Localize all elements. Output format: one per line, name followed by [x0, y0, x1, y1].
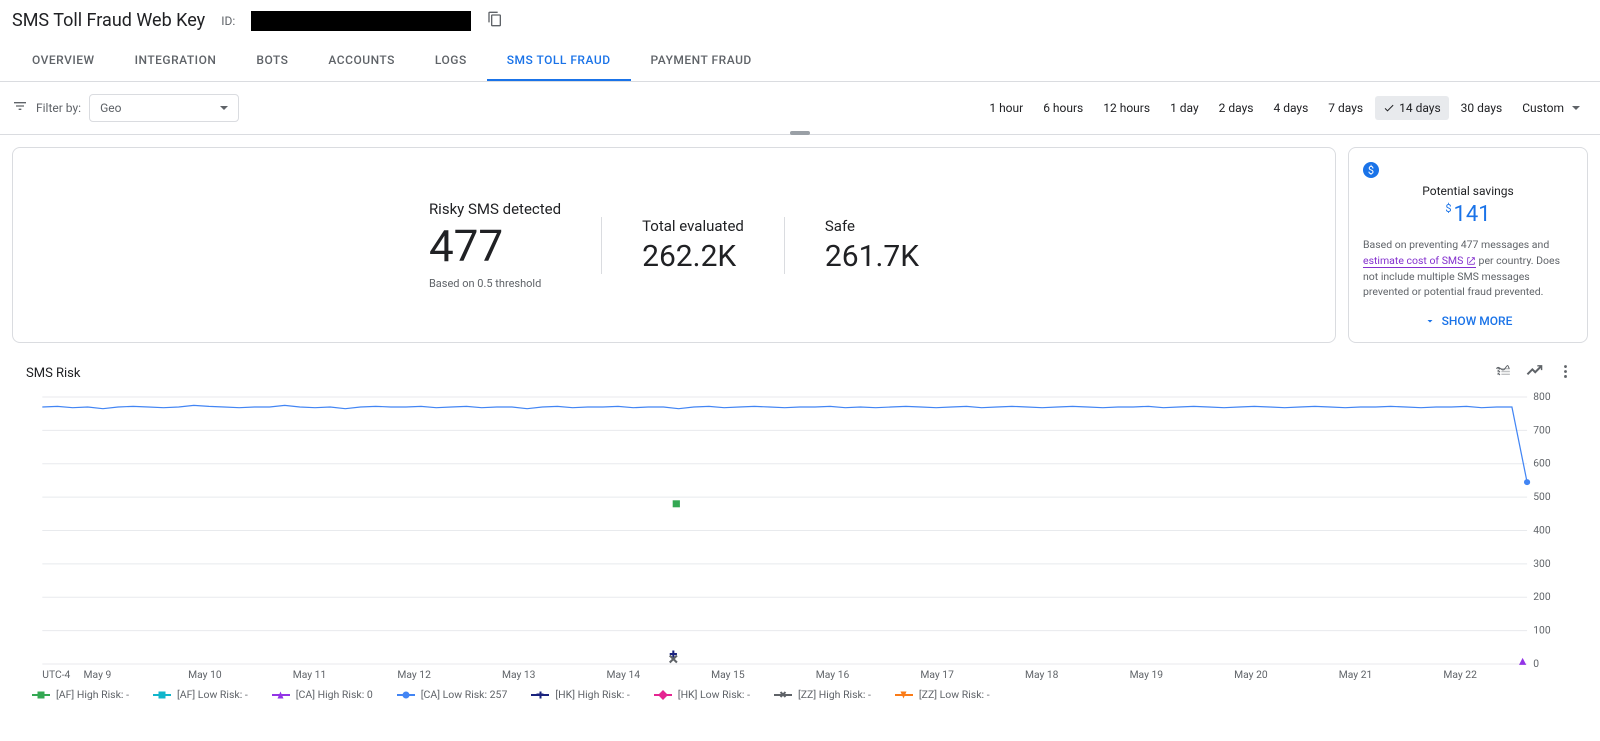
safe-value: 261.7K — [825, 239, 919, 274]
total-value: 262.2K — [642, 239, 744, 274]
svg-text:May 21: May 21 — [1339, 670, 1373, 681]
legend-item[interactable]: [ZZ] High Risk: - — [774, 688, 871, 701]
time-range-2-days[interactable]: 2 days — [1211, 96, 1262, 120]
svg-text:500: 500 — [1533, 492, 1551, 503]
svg-text:May 13: May 13 — [502, 670, 536, 681]
risky-value: 477 — [429, 222, 561, 270]
tab-accounts[interactable]: ACCOUNTS — [308, 41, 415, 81]
more-icon[interactable] — [1557, 363, 1574, 384]
svg-text:0: 0 — [1533, 659, 1539, 670]
time-range-12-hours[interactable]: 12 hours — [1095, 96, 1158, 120]
resize-handle[interactable] — [790, 131, 810, 135]
estimate-cost-link[interactable]: estimate cost of SMS — [1363, 254, 1476, 268]
tabs: OVERVIEWINTEGRATIONBOTSACCOUNTSLOGSSMS T… — [0, 41, 1600, 82]
page-header: SMS Toll Fraud Web Key ID: — [0, 0, 1600, 41]
tab-logs[interactable]: LOGS — [415, 41, 487, 81]
legend-toggle-icon[interactable] — [1495, 363, 1512, 384]
svg-text:May 17: May 17 — [920, 670, 954, 681]
legend-item[interactable]: [CA] Low Risk: 257 — [397, 688, 508, 701]
time-range-custom[interactable]: Custom — [1514, 96, 1588, 120]
legend-item[interactable]: [AF] High Risk: - — [32, 688, 129, 701]
metrics-card: Risky SMS detected 477 Based on 0.5 thre… — [12, 147, 1336, 343]
page-title: SMS Toll Fraud Web Key — [12, 10, 205, 31]
svg-text:700: 700 — [1533, 425, 1551, 436]
total-label: Total evaluated — [642, 217, 744, 235]
svg-text:May 16: May 16 — [816, 670, 850, 681]
safe-label: Safe — [825, 217, 919, 235]
svg-text:800: 800 — [1533, 392, 1551, 403]
svg-text:100: 100 — [1533, 626, 1551, 637]
svg-text:300: 300 — [1533, 559, 1551, 570]
time-range-1-hour[interactable]: 1 hour — [981, 96, 1031, 120]
legend-item[interactable]: [HK] High Risk: - — [531, 688, 629, 701]
svg-text:May 12: May 12 — [397, 670, 431, 681]
show-more-button[interactable]: SHOW MORE — [1363, 314, 1573, 328]
svg-text:May 14: May 14 — [607, 670, 641, 681]
time-range-7-days[interactable]: 7 days — [1320, 96, 1371, 120]
time-range-14-days[interactable]: 14 days — [1375, 96, 1449, 120]
id-value-redacted — [251, 11, 471, 31]
tab-integration[interactable]: INTEGRATION — [115, 41, 237, 81]
tab-sms-toll-fraud[interactable]: SMS TOLL FRAUD — [487, 41, 631, 81]
chart-body: 0 100 200 300 400 500 600 700 800 UTC-4 May 9 May 1… — [12, 392, 1588, 682]
chart-legend: [AF] High Risk: - [AF] Low Risk: - [CA] … — [12, 682, 1588, 707]
risky-note: Based on 0.5 threshold — [429, 277, 561, 290]
copy-icon[interactable] — [487, 11, 503, 31]
legend-item[interactable]: [AF] Low Risk: - — [153, 688, 248, 701]
svg-text:May 10: May 10 — [188, 670, 222, 681]
time-range-6-hours[interactable]: 6 hours — [1035, 96, 1091, 120]
svg-text:May 11: May 11 — [293, 670, 327, 681]
legend-item[interactable]: [HK] Low Risk: - — [654, 688, 750, 701]
svg-text:600: 600 — [1533, 459, 1551, 470]
savings-title: Potential savings — [1363, 184, 1573, 198]
savings-card: $ Potential savings $141 Based on preven… — [1348, 147, 1588, 343]
savings-description: Based on preventing 477 messages and est… — [1363, 237, 1573, 300]
chart-title: SMS Risk — [26, 366, 80, 381]
tab-bots[interactable]: BOTS — [236, 41, 308, 81]
svg-text:May 20: May 20 — [1234, 670, 1268, 681]
svg-text:May 18: May 18 — [1025, 670, 1059, 681]
tab-overview[interactable]: OVERVIEW — [12, 41, 115, 81]
legend-item[interactable]: [ZZ] Low Risk: - — [895, 688, 990, 701]
time-range-group: 1 hour6 hours12 hours1 day2 days4 days7 … — [981, 96, 1588, 120]
time-range-1-day[interactable]: 1 day — [1162, 96, 1207, 120]
risky-label: Risky SMS detected — [429, 200, 561, 218]
svg-text:May 15: May 15 — [711, 670, 745, 681]
tab-payment-fraud[interactable]: PAYMENT FRAUD — [631, 41, 772, 81]
savings-amount: $141 — [1363, 202, 1573, 227]
dollar-icon: $ — [1363, 162, 1379, 178]
time-range-4-days[interactable]: 4 days — [1265, 96, 1316, 120]
svg-text:May 19: May 19 — [1130, 670, 1164, 681]
controls-bar: Filter by: Geo 1 hour6 hours12 hours1 da… — [0, 82, 1600, 135]
svg-text:400: 400 — [1533, 526, 1551, 537]
svg-text:May 22: May 22 — [1443, 670, 1477, 681]
chart-settings-icon[interactable] — [1526, 363, 1543, 384]
filter-select[interactable]: Geo — [89, 94, 239, 122]
sms-risk-chart[interactable]: 0 100 200 300 400 500 600 700 800 UTC-4 May 9 May 1… — [32, 392, 1558, 682]
filter-icon — [12, 98, 28, 118]
id-label: ID: — [221, 14, 235, 28]
time-range-30-days[interactable]: 30 days — [1453, 96, 1511, 120]
filter-selected-value: Geo — [100, 101, 121, 115]
svg-text:UTC-4: UTC-4 — [42, 670, 70, 681]
svg-text:May 9: May 9 — [84, 670, 112, 681]
filter-label: Filter by: — [36, 101, 81, 115]
legend-item[interactable]: [CA] High Risk: 0 — [272, 688, 373, 701]
svg-text:200: 200 — [1533, 592, 1551, 603]
